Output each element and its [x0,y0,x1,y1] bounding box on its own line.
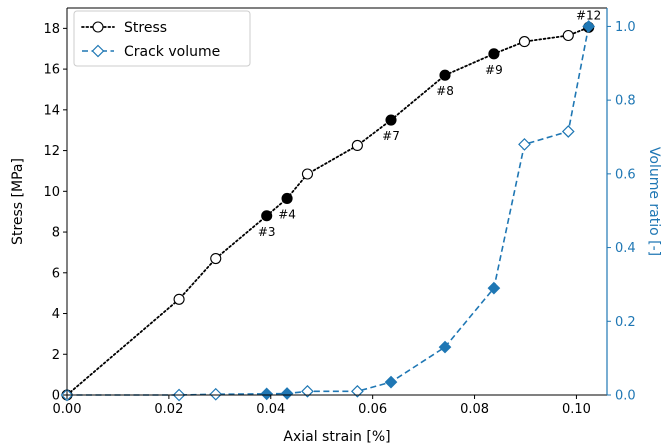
y2-tick-label: 1.0 [615,20,636,35]
point-annotation: #3 [258,225,276,239]
y-tick-label: 6 [52,266,60,281]
x-tick-label: 0.04 [256,402,285,417]
y2-tick-label: 0.0 [615,389,636,404]
x-tick-label: 0.06 [358,402,387,417]
crack-volume-point [209,387,223,401]
stress-point [301,168,314,180]
y-tick-label: 16 [43,63,60,78]
x-tick-label: 0.02 [154,402,183,417]
y2-tick-label: 0.2 [615,315,636,330]
crack-volume-line [67,26,590,396]
stress-point [281,192,293,204]
y-axis-title: Stress [MPa] [10,158,26,245]
x-axis-title: Axial strain [%] [283,429,390,445]
point-annotation: #7 [382,129,400,143]
crack-volume-point [260,387,274,401]
stress-point [210,252,222,265]
stress-point [562,29,574,42]
y2-axis-title: Volume ratio [-] [646,147,662,256]
stress-point [385,114,397,126]
stress-point [518,36,531,48]
point-annotation: #12 [576,8,601,22]
legend-label: Stress [124,20,167,36]
crack-volume-point [384,375,398,389]
crack-volume-point [561,125,575,138]
stress-point [439,69,451,81]
crack-volume-point [582,20,596,33]
y-tick-label: 12 [43,144,60,159]
legend-box [73,10,251,67]
y-tick-label: 10 [43,185,60,200]
crack-volume-point [280,387,294,400]
x-tick-label: 0.00 [53,402,82,417]
x-tick-label: 0.10 [562,402,591,417]
y-tick-label: 2 [52,348,60,363]
y2-tick-label: 0.4 [615,241,636,256]
y2-tick-label: 0.6 [615,167,636,182]
legend-items: Stress Crack volume [81,20,220,60]
legend-label: Crack volume [124,44,220,60]
point-annotation: #9 [485,63,503,77]
point-annotation: #4 [278,207,296,221]
crack-volume-point [301,384,314,398]
y-tick-label: 0 [52,389,60,404]
plot-layer: #3#4 #7 #8 #9 #12 [60,8,601,402]
point-annotation: #8 [436,84,454,98]
crack-volume-point [518,138,531,151]
axes-layer: Axial strain [%] Stress [MPa] Volume rat… [10,7,662,445]
legend-marker [91,44,105,58]
y-tick-label: 18 [43,22,60,37]
y-tick-label: 14 [43,103,60,118]
crack-volume-point [351,384,364,398]
legend: Stress Crack volume [73,10,251,67]
y2-tick-label: 0.8 [615,94,636,109]
stress-point [488,48,500,60]
crack-volume-point [438,340,452,354]
stress-point [261,210,273,222]
y-tick-label: 4 [52,307,60,322]
stress-point [351,139,363,152]
stress-point [173,293,185,305]
x-tick-label: 0.08 [460,402,489,417]
y-tick-label: 8 [52,226,60,241]
crack-volume-point [487,281,501,295]
legend-marker [92,21,104,33]
